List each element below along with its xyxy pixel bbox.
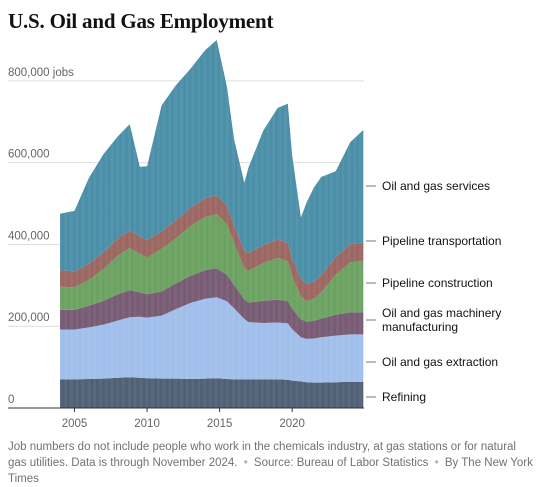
y-tick-label: 800,000 jobs: [8, 67, 74, 79]
y-tick-labels: 0 200,000 400,000 600,000 800,000 jobs: [8, 67, 74, 406]
source-note: Source: Bureau of Labor Statistics: [253, 457, 429, 469]
series-label: manufacturing: [382, 320, 458, 334]
area-layer: [60, 40, 364, 408]
y-tick-label: 0: [8, 394, 14, 406]
area-oil-and-gas-services: [60, 40, 364, 285]
area-pipeline-construction: [60, 214, 364, 322]
series-label: Oil and gas machinery: [382, 306, 501, 320]
credit-note: By The New York Times: [8, 457, 533, 485]
data-note: Job numbers do not include people who wo…: [8, 441, 516, 469]
area-refining: [60, 377, 364, 408]
stripe-texture: [60, 40, 364, 408]
series-label: Oil and gas extraction: [382, 355, 498, 369]
x-tick-label: 2010: [134, 418, 160, 430]
chart-title: U.S. Oil and Gas Employment: [8, 9, 274, 33]
footnote: Job numbers do not include people who wo…: [8, 439, 533, 487]
series-label: Oil and gas services: [382, 179, 490, 193]
x-tick-labels: 2005 2010 2015 2020: [62, 408, 305, 430]
series-label: Pipeline transportation: [382, 234, 501, 248]
separator-dot: •: [434, 457, 439, 469]
x-tick-label: 2020: [279, 418, 305, 430]
y-tick-label: 600,000: [8, 149, 50, 161]
series-labels: Oil and gas services Pipeline transportat…: [366, 179, 501, 404]
stripe-texture-lines: [60, 40, 364, 408]
area-pipeline-transportation: [60, 195, 364, 302]
separator-dot: •: [243, 457, 248, 469]
area-oil-and-gas-machinery-manufacturing: [60, 268, 364, 339]
x-tick-label: 2005: [62, 418, 88, 430]
series-label: Refining: [382, 390, 426, 404]
series-label: Pipeline construction: [382, 276, 493, 290]
x-tick-label: 2015: [207, 418, 233, 430]
area-oil-and-gas-extraction: [60, 297, 364, 383]
y-tick-label: 200,000: [8, 312, 50, 324]
y-tick-label: 400,000: [8, 230, 50, 242]
